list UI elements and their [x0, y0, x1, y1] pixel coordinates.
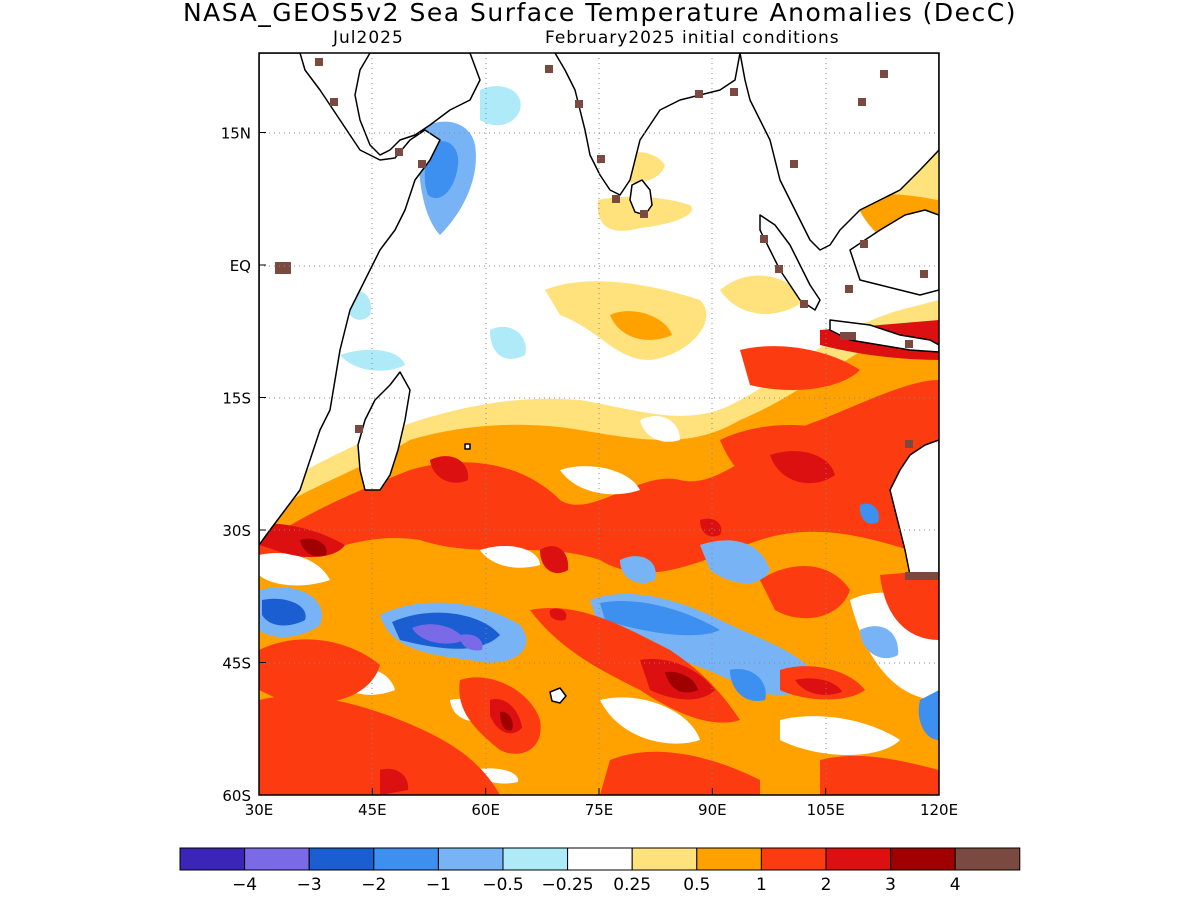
- colorbar-label: −0.5: [482, 875, 523, 895]
- colorbar-label: −3: [297, 875, 322, 895]
- lat-tick-label: 15S: [222, 390, 251, 408]
- colorbar-swatch: [567, 847, 633, 871]
- colorbar-swatch: [373, 847, 439, 871]
- colorbar-label: 3: [885, 875, 896, 895]
- southeast-asia-coast: [739, 53, 939, 251]
- forecast-month: Jul2025: [333, 28, 404, 48]
- colorbar-label: −4: [232, 875, 257, 895]
- colorbar-swatch: [890, 847, 956, 871]
- colorbar-swatch: [244, 847, 310, 871]
- lat-tick-label: 15N: [221, 125, 251, 143]
- colorbar-label: −0.25: [542, 875, 594, 895]
- colorbar-swatch: [437, 847, 504, 871]
- colorbar-label: −1: [426, 875, 451, 895]
- lat-tick-label: 30S: [222, 522, 251, 540]
- lon-tick-label: 90E: [698, 801, 727, 819]
- lon-tick-label: 60E: [471, 801, 500, 819]
- colorbar-label: 0.25: [613, 875, 651, 895]
- initial-conditions: February2025 initial conditions: [545, 28, 840, 48]
- colorbar-swatch: [825, 847, 892, 871]
- lon-tick-label: 120E: [920, 801, 958, 819]
- colorbar-swatch: [179, 847, 246, 871]
- colorbar-swatch: [308, 847, 375, 871]
- sumatra-coast: [759, 214, 821, 311]
- lon-tick-label: 30E: [245, 801, 274, 819]
- longitude-ticks: 30E 45E 60E 75E 90E 105E 120E: [245, 788, 958, 819]
- lat-tick-label: 45S: [222, 655, 251, 673]
- colorbar-label: 4: [950, 875, 961, 895]
- lat-tick-label: EQ: [230, 257, 251, 275]
- colorbar-swatch: [631, 847, 698, 871]
- lat-tick-label: 60S: [222, 787, 251, 805]
- arabia-coast: [354, 53, 481, 156]
- colorbar: −4 −3 −2 −1 −0.5 −0.25 0.25 0.5 1 2 3 4: [179, 847, 1021, 895]
- latitude-ticks: 15N EQ 15S 30S 45S 60S: [221, 125, 266, 805]
- graticule: [259, 53, 939, 795]
- coastal-anomaly-cells: [275, 58, 939, 580]
- colorbar-label: 0.5: [683, 875, 710, 895]
- africa-coast: [259, 53, 441, 546]
- mauritius-coast: [464, 443, 471, 450]
- colorbar-label: 1: [756, 875, 767, 895]
- colorbar-swatch: [502, 847, 569, 871]
- colorbar-swatch: [696, 847, 762, 871]
- lon-tick-label: 75E: [585, 801, 614, 819]
- colorbar-swatch: [760, 847, 827, 871]
- kerguelen-coast: [549, 687, 567, 704]
- colorbar-swatch: [954, 847, 1021, 871]
- srilanka-coast: [629, 179, 653, 216]
- map-title: NASA_GEOS5v2 Sea Surface Temperature Ano…: [182, 0, 1018, 27]
- coastlines: [259, 53, 939, 704]
- madagascar-coast: [357, 371, 411, 491]
- lon-tick-label: 105E: [807, 801, 845, 819]
- borneo-coast: [849, 209, 939, 296]
- colorbar-label: −2: [361, 875, 386, 895]
- colorbar-label: 2: [821, 875, 832, 895]
- lon-tick-label: 45E: [358, 801, 387, 819]
